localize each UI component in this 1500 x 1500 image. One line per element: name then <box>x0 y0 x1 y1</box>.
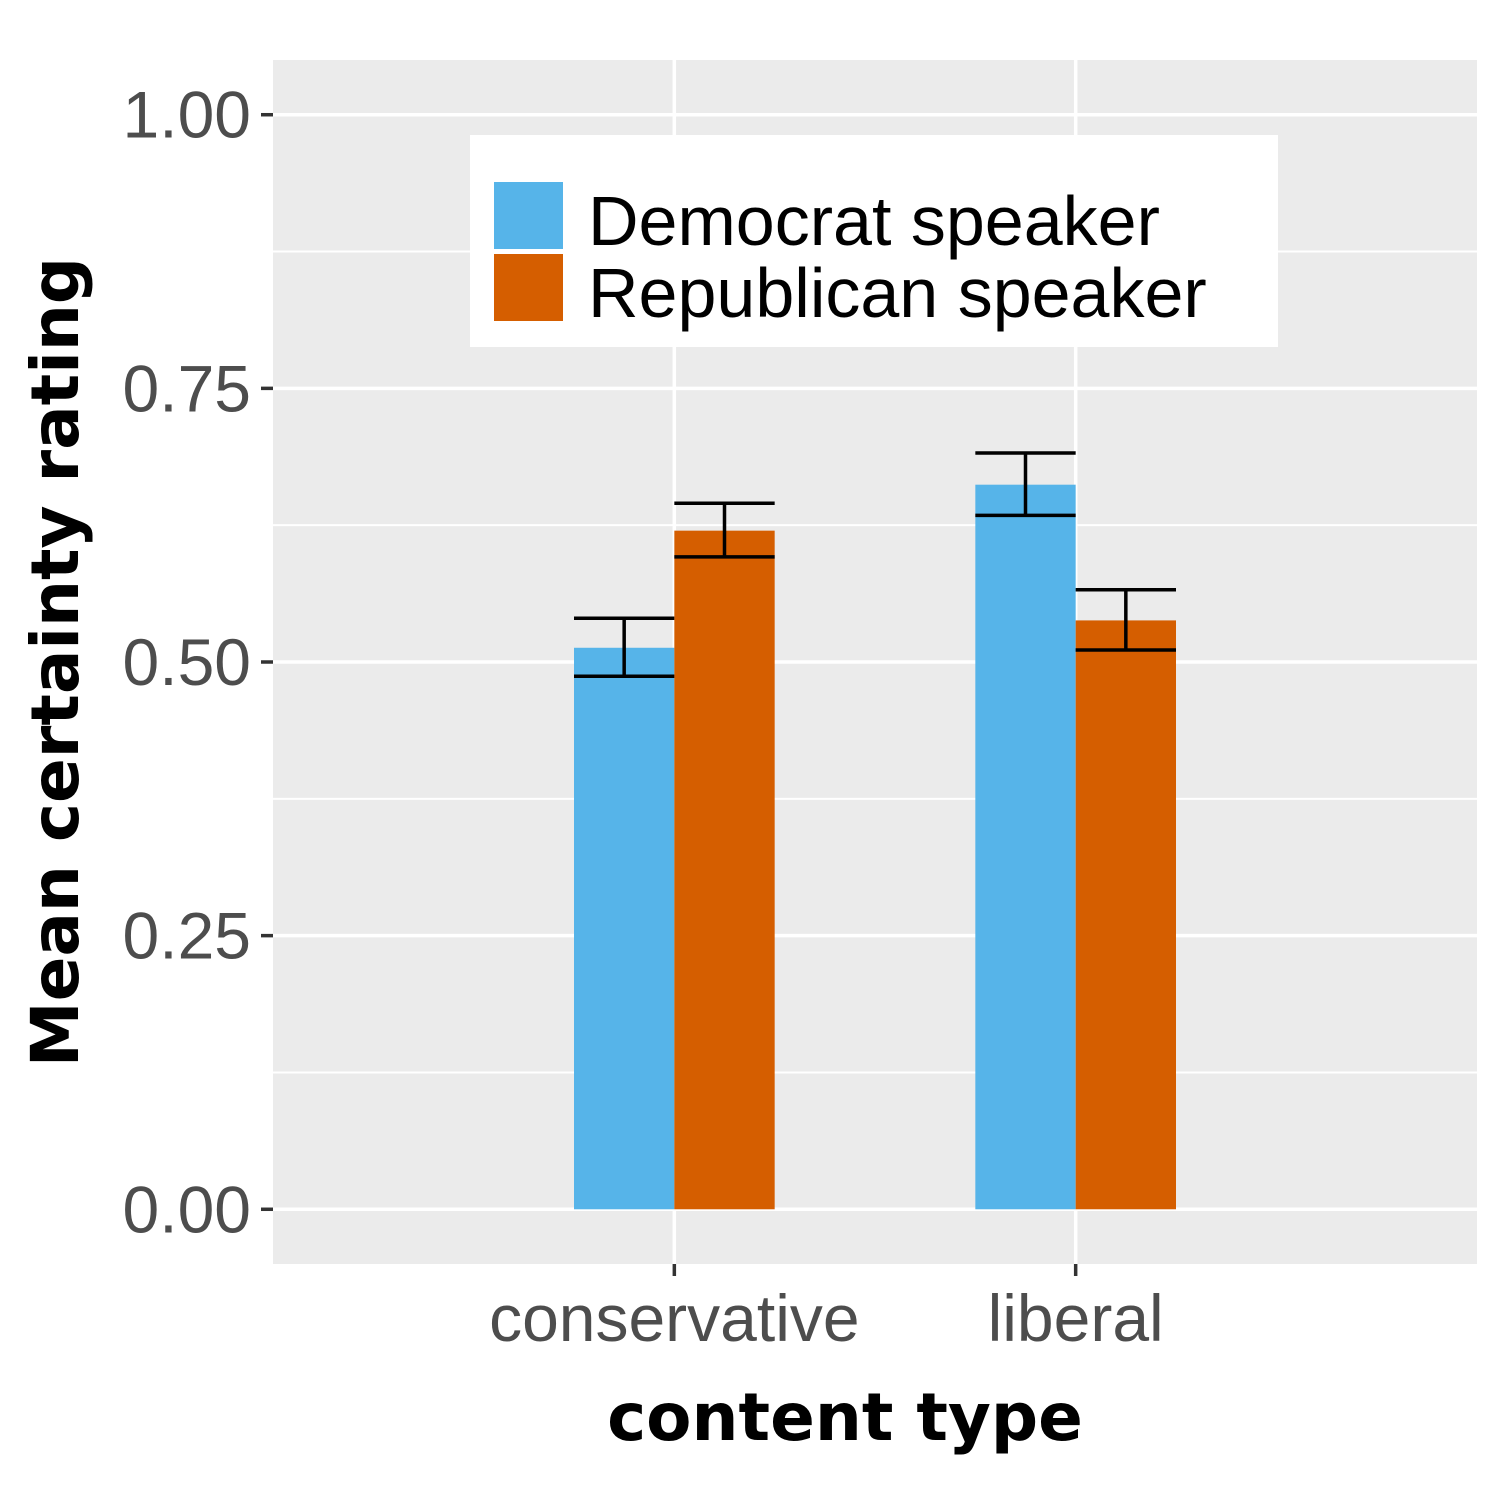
legend-label-republican: Republican speaker <box>588 254 1207 332</box>
bars <box>574 484 1176 1210</box>
bar-republican-liberal <box>1075 620 1176 1210</box>
y-tick-label: 0.00 <box>123 1172 251 1246</box>
x-axis: conservative liberal <box>489 1264 1164 1355</box>
bar-democrat-liberal <box>975 484 1076 1210</box>
legend-key-republican <box>494 254 563 321</box>
error-bars <box>574 451 1176 678</box>
y-tick-label: 0.25 <box>123 899 251 973</box>
x-tick-label-liberal: liberal <box>988 1281 1164 1355</box>
y-axis: 0.00 0.25 0.50 0.75 1.00 <box>123 78 273 1246</box>
bar-republican-conservative <box>674 530 775 1210</box>
y-tick-label: 1.00 <box>123 78 251 152</box>
x-axis-title: content type <box>607 1379 1083 1456</box>
y-tick-label: 0.50 <box>123 625 251 699</box>
y-tick-label: 0.75 <box>123 351 251 425</box>
x-tick-label-conservative: conservative <box>489 1281 860 1355</box>
y-axis-title: Mean certainty rating <box>17 257 94 1067</box>
legend: Democrat speaker Republican speaker <box>470 135 1278 347</box>
legend-background <box>470 135 1278 347</box>
legend-label-democrat: Democrat speaker <box>588 182 1160 260</box>
bar-democrat-conservative <box>574 647 675 1210</box>
legend-key-democrat <box>494 182 563 249</box>
